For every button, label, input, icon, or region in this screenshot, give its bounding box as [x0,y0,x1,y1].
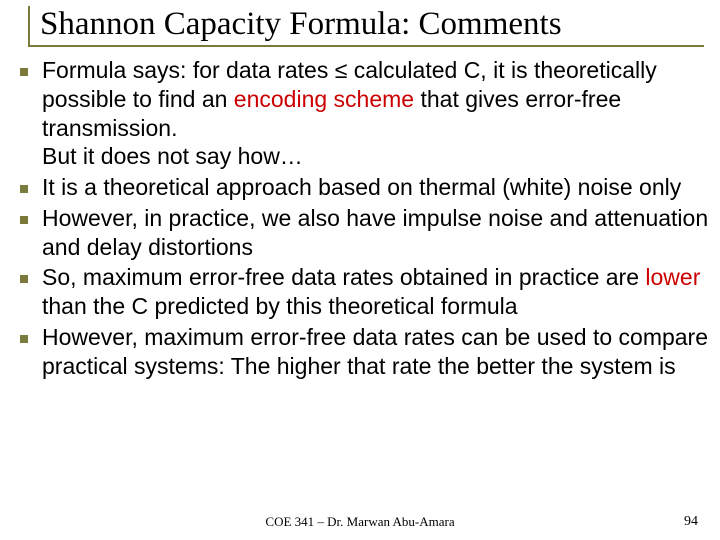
highlight-text: lower [645,264,700,290]
bullet-item: Formula says: for data rates ≤ calculate… [20,56,710,171]
square-bullet-icon [20,185,28,193]
bullet-item: So, maximum error-free data rates obtain… [20,263,710,321]
bullet-item: However, in practice, we also have impul… [20,204,710,262]
square-bullet-icon [20,216,28,224]
bullet-text: However, maximum error-free data rates c… [42,323,710,381]
page-number: 94 [684,514,698,530]
slide-title: Shannon Capacity Formula: Comments [40,6,704,43]
footer-center: COE 341 – Dr. Marwan Abu-Amara [0,514,720,530]
square-bullet-icon [20,275,28,283]
bullet-item: It is a theoretical approach based on th… [20,173,710,202]
title-block: Shannon Capacity Formula: Comments [28,6,704,47]
bullet-text: It is a theoretical approach based on th… [42,173,681,202]
text-segment: It is a theoretical approach based on th… [42,174,681,200]
bullet-item: However, maximum error-free data rates c… [20,323,710,381]
text-segment: However, in practice, we also have impul… [42,205,708,260]
slide: Shannon Capacity Formula: Comments Formu… [0,0,720,540]
body-content: Formula says: for data rates ≤ calculate… [20,56,710,382]
bullet-text: So, maximum error-free data rates obtain… [42,263,710,321]
bullet-text: Formula says: for data rates ≤ calculate… [42,56,710,171]
text-segment: than the C predicted by this theoretical… [42,293,518,319]
text-segment: However, maximum error-free data rates c… [42,324,708,379]
text-segment: So, maximum error-free data rates obtain… [42,264,645,290]
square-bullet-icon [20,335,28,343]
bullet-text: However, in practice, we also have impul… [42,204,710,262]
square-bullet-icon [20,68,28,76]
highlight-text: encoding scheme [234,86,414,112]
